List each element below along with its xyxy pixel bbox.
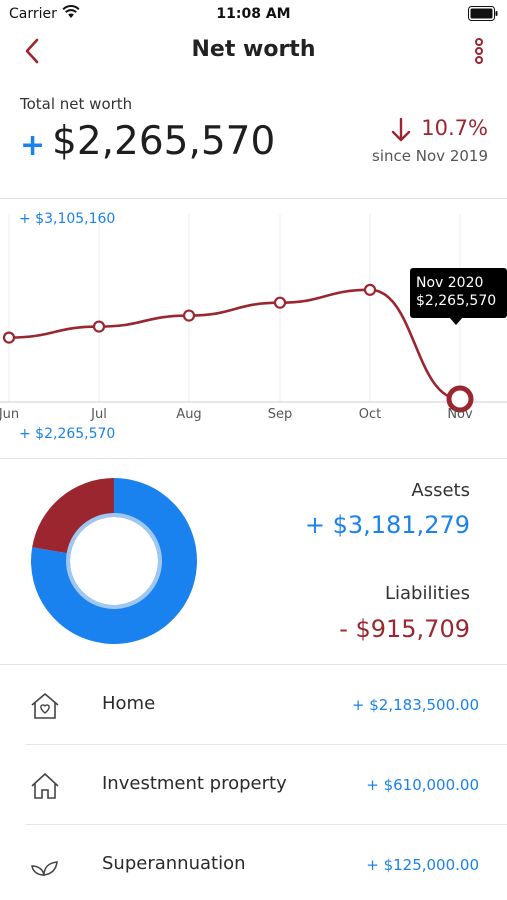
- battery-icon: [468, 6, 498, 21]
- account-amount: + $610,000.00: [366, 776, 479, 794]
- account-amount: + $125,000.00: [366, 856, 479, 874]
- donut-slice-assets[interactable]: [30, 478, 198, 644]
- navigation-bar: Net worth: [0, 28, 507, 76]
- leaf-icon: [31, 861, 58, 876]
- assets-value: + $3,181,279: [304, 511, 470, 539]
- chart-tick-label: Oct: [359, 407, 381, 422]
- change-percent: 10.7%: [421, 116, 488, 140]
- chart-point: [2, 331, 16, 344]
- account-amount: + $2,183,500.00: [351, 696, 479, 714]
- arrow-down-icon: [391, 117, 411, 142]
- carrier-label: Carrier: [9, 6, 57, 22]
- more-options-icon[interactable]: [471, 36, 487, 66]
- chart-tick-label: Jun: [0, 407, 19, 422]
- divider: [0, 664, 507, 665]
- account-row-home[interactable]: Home + $2,183,500.00: [0, 665, 507, 745]
- assets-liabilities-donut[interactable]: [30, 477, 198, 645]
- net-worth-summary: Total net worth + $2,265,570 10.7% since…: [0, 88, 507, 198]
- chart-tick-label: Nov: [447, 407, 473, 422]
- chart-tooltip: Nov 2020 $2,265,570: [410, 268, 507, 318]
- chart-point: [182, 309, 196, 322]
- tooltip-month: Nov 2020: [416, 275, 484, 291]
- chart-point-selected: [446, 385, 474, 413]
- total-net-worth-label: Total net worth: [20, 95, 133, 113]
- chart-point: [273, 296, 287, 309]
- donut-inner-ring: [66, 513, 162, 609]
- account-row-superannuation[interactable]: Superannuation + $125,000.00: [0, 825, 507, 900]
- row-separator: [26, 744, 507, 745]
- wifi-icon: [62, 5, 80, 18]
- status-bar: Carrier 11:08 AM: [0, 0, 507, 28]
- assets-liabilities-breakdown: Assets + $3,181,279 Liabilities - $915,7…: [0, 460, 507, 664]
- divider: [0, 458, 507, 459]
- total-sign: +: [20, 128, 46, 163]
- status-time: 11:08 AM: [216, 6, 291, 22]
- liabilities-label: Liabilities: [385, 583, 470, 604]
- chart-canvas[interactable]: Jun Jul Aug Sep Oct Nov: [0, 200, 507, 458]
- assets-label: Assets: [411, 480, 470, 501]
- account-name: Home: [102, 693, 156, 714]
- chart-tick-label: Aug: [176, 407, 201, 422]
- chart-series-line: [8, 288, 461, 401]
- account-name: Investment property: [102, 773, 287, 794]
- chart-min-label: + $2,265,570: [19, 426, 116, 442]
- chart-point: [363, 283, 377, 296]
- change-since-label: since Nov 2019: [372, 147, 488, 165]
- house-heart-icon: [31, 693, 59, 719]
- net-worth-chart[interactable]: Jun Jul Aug Sep Oct Nov + $3,105,160 + $2,265…: [0, 200, 507, 458]
- chart-max-label: + $3,105,160: [19, 211, 116, 227]
- liabilities-value: - $915,709: [339, 615, 470, 643]
- house-icon: [31, 773, 59, 799]
- chart-point: [92, 320, 106, 333]
- chart-tick-label: Jul: [90, 407, 107, 422]
- page-title: Net worth: [191, 37, 316, 62]
- total-net-worth-value: $2,265,570: [52, 119, 276, 164]
- back-chevron-icon[interactable]: [22, 36, 44, 66]
- account-name: Superannuation: [102, 853, 246, 874]
- row-separator: [26, 824, 507, 825]
- donut-slice-liabilities[interactable]: [32, 478, 114, 554]
- account-row-investment-property[interactable]: Investment property + $610,000.00: [0, 745, 507, 825]
- tooltip-value: $2,265,570: [416, 293, 497, 309]
- tooltip-pointer: [449, 317, 463, 325]
- divider: [0, 198, 507, 199]
- chart-tick-label: Sep: [268, 407, 293, 422]
